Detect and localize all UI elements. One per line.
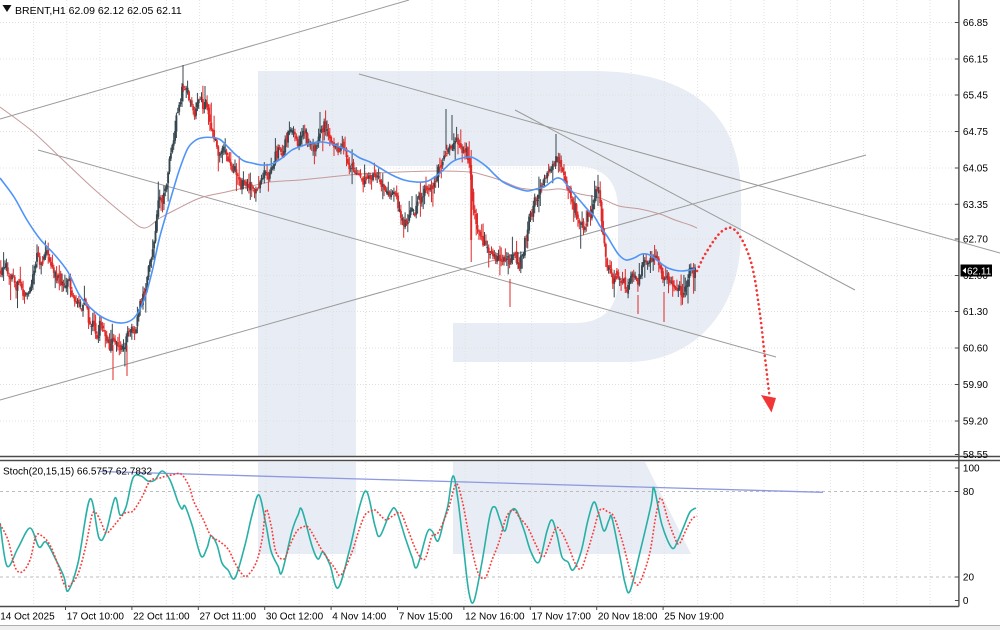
svg-text:64.05: 64.05 — [963, 164, 988, 175]
svg-text:27 Oct 11:00: 27 Oct 11:00 — [200, 612, 257, 623]
svg-text:20 Nov 18:00: 20 Nov 18:00 — [598, 612, 658, 623]
svg-text:12 Nov 16:00: 12 Nov 16:00 — [465, 612, 525, 623]
svg-text:25 Nov 19:00: 25 Nov 19:00 — [664, 612, 724, 623]
svg-text:66.85: 66.85 — [963, 18, 988, 29]
svg-text:80: 80 — [963, 487, 975, 498]
svg-text:63.35: 63.35 — [963, 200, 988, 211]
svg-text:64.75: 64.75 — [963, 127, 988, 138]
svg-text:Stoch(20,15,15) 66.5757 62.783: Stoch(20,15,15) 66.5757 62.7832 — [3, 467, 152, 478]
svg-text:61.30: 61.30 — [963, 307, 988, 318]
svg-text:62.70: 62.70 — [963, 235, 988, 246]
svg-text:7 Nov 15:00: 7 Nov 15:00 — [399, 612, 453, 623]
svg-text:20: 20 — [963, 573, 975, 584]
svg-text:4 Nov 14:00: 4 Nov 14:00 — [332, 612, 386, 623]
svg-text:17 Oct 10:00: 17 Oct 10:00 — [67, 612, 125, 623]
svg-text:66.15: 66.15 — [963, 55, 988, 66]
svg-text:100: 100 — [963, 464, 980, 475]
svg-text:60.60: 60.60 — [963, 344, 988, 355]
svg-text:58.55: 58.55 — [963, 450, 988, 461]
svg-text:30 Oct 12:00: 30 Oct 12:00 — [266, 612, 324, 623]
svg-text:17 Nov 17:00: 17 Nov 17:00 — [532, 612, 592, 623]
svg-text:0: 0 — [963, 596, 969, 607]
svg-text:14 Oct 2025: 14 Oct 2025 — [0, 612, 55, 623]
svg-text:59.90: 59.90 — [963, 380, 988, 391]
svg-text:22 Oct 11:00: 22 Oct 11:00 — [133, 612, 190, 623]
svg-text:59.20: 59.20 — [963, 417, 988, 428]
svg-text:BRENT,H1 62.09 62.12 62.05 62: BRENT,H1 62.09 62.12 62.05 62.11 — [15, 5, 182, 17]
svg-text:65.45: 65.45 — [963, 91, 988, 102]
svg-text:62.11: 62.11 — [967, 267, 992, 278]
